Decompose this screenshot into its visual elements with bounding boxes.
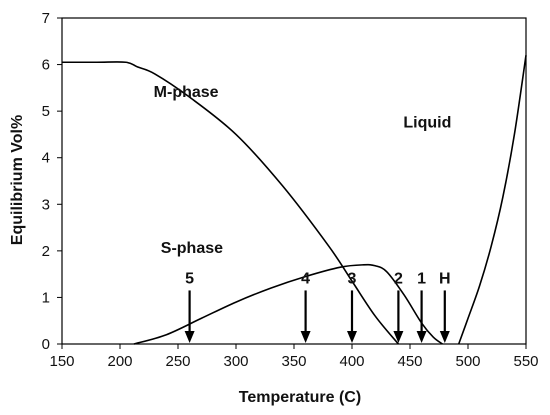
- series-line-s-phase: [133, 263, 443, 345]
- x-tick-label: 350: [281, 353, 306, 370]
- marker-arrow-head: [416, 331, 427, 343]
- x-axis-title: Temperature (C): [239, 389, 361, 406]
- y-axis-title: Equilibrium Vol%: [9, 115, 26, 245]
- x-tick-label: 250: [165, 353, 190, 370]
- y-tick-label: 4: [42, 150, 50, 167]
- y-tick-label: 1: [42, 289, 50, 306]
- y-axis-ticks: 0 1 2 3 4 5 6 7: [42, 10, 62, 353]
- x-tick-label: 300: [223, 353, 248, 370]
- marker-arrow-head: [184, 331, 195, 343]
- x-tick-label: 400: [339, 353, 364, 370]
- marker-label: 3: [348, 270, 357, 287]
- x-tick-label: 500: [455, 353, 480, 370]
- series-label: M-phase: [154, 84, 219, 101]
- y-tick-label: 6: [42, 57, 50, 74]
- x-tick-label: 550: [513, 353, 538, 370]
- marker-arrow-head: [300, 331, 311, 343]
- marker-arrow-head: [347, 331, 357, 343]
- marker-label: 2: [394, 270, 403, 287]
- y-tick-label: 3: [42, 196, 50, 213]
- series-lines: [62, 55, 527, 345]
- x-tick-label: 450: [397, 353, 422, 370]
- series-line-m-phase: [62, 61, 400, 345]
- series-label: S-phase: [161, 240, 223, 257]
- x-axis-ticks: 150 200 250 300 350 400 450 500 550: [49, 344, 539, 370]
- y-tick-label: 2: [42, 243, 50, 260]
- y-tick-label: 7: [42, 10, 50, 27]
- marker-arrow-head: [439, 331, 450, 343]
- marker-arrow-head: [393, 331, 404, 343]
- series-labels: M-phase S-phase Liquid: [154, 84, 452, 257]
- marker-label: H: [439, 270, 451, 287]
- series-line-liquid: [457, 55, 527, 345]
- marker-label: 5: [185, 270, 194, 287]
- series-label: Liquid: [403, 114, 451, 131]
- marker-label: 4: [301, 270, 310, 287]
- plot-frame: [61, 17, 527, 345]
- x-tick-label: 150: [49, 353, 74, 370]
- marker-label: 1: [417, 270, 426, 287]
- plot-area-border: [61, 17, 527, 345]
- y-tick-label: 5: [42, 103, 50, 120]
- y-tick-label: 0: [42, 336, 50, 353]
- x-tick-label: 200: [107, 353, 132, 370]
